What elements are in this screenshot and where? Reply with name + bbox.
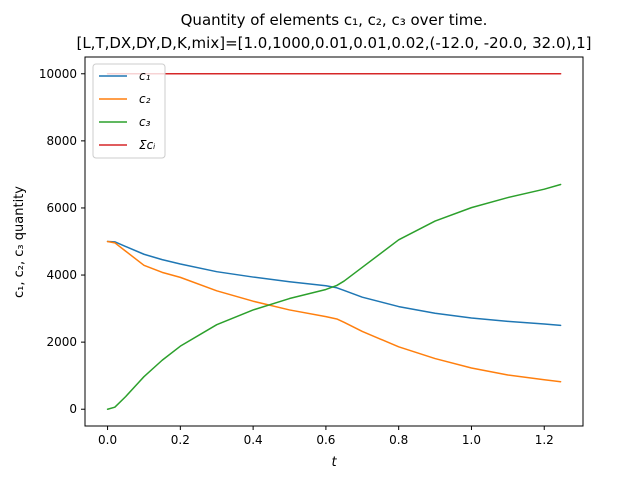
y-tick-label: 8000 [46,134,77,148]
legend-label-3: c₃ [139,115,151,129]
y-axis-label: c₁, c₂, c₃ quantity [12,186,27,298]
chart-title-line-1: Quantity of elements c₁, c₂, c₃ over tim… [181,11,488,29]
legend-label-1: c₁ [139,69,151,83]
y-tick-label: 10000 [39,67,77,81]
x-tick-label: 0.8 [389,433,408,447]
y-tick-label: 2000 [46,335,77,349]
series-line-3 [106,183,562,410]
x-tick-label: 0.0 [98,433,117,447]
x-tick-label: 0.4 [244,433,263,447]
plot-area-frame [84,56,584,427]
legend-box [92,63,166,159]
chart-title-line-2: [L,T,DX,DY,D,K,mix]=[1.0,1000,0.01,0.01,… [76,34,591,52]
legend: c₁ c₂ c₃ Σcᵢ [92,63,166,159]
x-axis-label: t [331,455,337,470]
y-tick-label: 0 [69,402,77,416]
x-tick-label: 1.0 [462,433,481,447]
series-line-1 [106,240,562,327]
x-tick-label: 1.2 [535,433,554,447]
x-axis-ticks: 0.0 0.2 0.4 0.6 0.8 1.0 1.2 [98,426,554,447]
legend-label-4: Σcᵢ [139,138,155,152]
x-tick-label: 0.2 [171,433,190,447]
x-tick-label: 0.6 [316,433,335,447]
y-tick-label: 4000 [46,268,77,282]
y-tick-label: 6000 [46,201,77,215]
plot-lines [106,73,562,410]
legend-label-2: c₂ [139,92,151,106]
y-axis-ticks: 0 2000 4000 6000 8000 10000 [39,67,85,416]
series-line-2 [106,240,562,383]
